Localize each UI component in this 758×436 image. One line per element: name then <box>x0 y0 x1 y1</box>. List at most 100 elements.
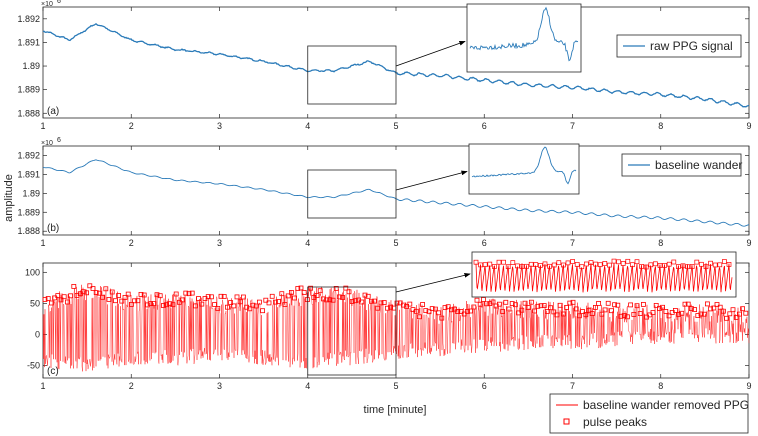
zoom-inset-line <box>475 263 733 293</box>
pulse-peak-marker <box>583 312 589 318</box>
x-tick-label: 1 <box>40 121 45 131</box>
zoom-inset-peak-marker <box>510 260 516 265</box>
zoom-inset-peak-marker <box>524 263 529 269</box>
pulse-peak-marker <box>65 299 70 305</box>
pulse-peak-marker <box>522 300 528 306</box>
pulse-peak-marker <box>634 303 640 309</box>
zoom-inset-peak-marker <box>574 262 580 267</box>
legend-box <box>621 153 742 177</box>
pulse-peak-marker <box>660 304 665 310</box>
pulse-peak-marker <box>113 298 118 304</box>
pulse-peak-marker <box>535 303 541 309</box>
pulse-peak-marker <box>240 294 246 300</box>
zoom-inset-peak-marker <box>722 259 727 264</box>
x-tick-label: 3 <box>217 381 222 391</box>
zoom-inset-peak-marker <box>616 259 621 265</box>
pulse-peak-marker <box>352 298 358 304</box>
pulse-peak-marker <box>516 310 521 316</box>
pulse-peak-marker <box>97 290 102 296</box>
pulse-peak-marker <box>266 300 272 306</box>
exponent-power: 6 <box>57 137 61 144</box>
pulse-peak-marker <box>205 294 211 300</box>
panel-label: (a) <box>47 106 59 117</box>
pulse-peak-marker <box>733 314 739 320</box>
zoom-inset-peak-marker <box>639 264 644 269</box>
zoom-inset-peak-marker <box>634 259 640 265</box>
x-tick-label: 1 <box>40 238 45 248</box>
pulse-peak-marker <box>676 312 681 317</box>
pulse-peak-marker <box>682 301 688 307</box>
pulse-peak-marker <box>679 310 685 316</box>
pulse-peak-marker <box>621 313 627 318</box>
pulse-peak-marker <box>324 297 330 303</box>
pulse-peak-marker <box>602 307 608 313</box>
y-tick-label: 1.89 <box>22 188 40 198</box>
zoom-inset-peak-marker <box>593 261 598 267</box>
zoom-inset-peak-marker <box>625 258 631 264</box>
x-tick-label: 8 <box>658 381 663 391</box>
pulse-peak-marker <box>132 298 138 304</box>
pulse-peak-marker <box>320 296 326 302</box>
exponent-label: ×10 <box>41 140 53 147</box>
pulse-peak-marker <box>189 290 195 296</box>
legend-label: baseline wander removed PPG <box>583 398 749 412</box>
x-tick-label: 3 <box>217 238 222 248</box>
pulse-peak-marker <box>154 292 160 298</box>
zoom-inset-peak-marker <box>703 264 709 270</box>
pulse-peak-marker <box>362 292 368 298</box>
x-tick-label: 2 <box>129 121 134 131</box>
pulse-peak-marker <box>737 311 742 317</box>
zoom-inset-peak-marker <box>708 260 713 266</box>
pulse-peak-marker <box>359 299 365 305</box>
pulse-peak-marker <box>186 291 192 297</box>
pulse-peak-marker <box>554 312 560 318</box>
zoom-inset <box>468 143 580 195</box>
pulse-peak-marker <box>468 308 474 314</box>
pulse-peak-marker <box>100 294 105 300</box>
pulse-peak-marker <box>730 307 736 313</box>
pulse-peak-marker <box>148 301 154 307</box>
pulse-peak-marker <box>564 304 569 310</box>
pulse-peak-marker <box>477 301 483 307</box>
pulse-peak-marker <box>464 309 470 314</box>
pulse-peak-marker <box>167 301 173 307</box>
exponent-label: ×10 <box>41 1 53 8</box>
panel-label: (b) <box>47 223 59 234</box>
x-tick-label: 7 <box>570 121 575 131</box>
y-tick-label: -50 <box>27 361 40 371</box>
pulse-peak-marker <box>164 302 170 308</box>
zoom-inset-peak-marker <box>551 262 557 268</box>
pulse-peak-marker <box>42 297 48 302</box>
pulse-peak-marker <box>244 304 250 310</box>
zoom-inset-peak-marker <box>712 262 718 268</box>
pulse-peak-marker <box>343 285 349 291</box>
pulse-peak-marker <box>336 294 342 300</box>
panel-c: 1 2 3 4 5 6 7 8 9 -50 0 50 100 (c) baseline wander rem… <box>25 251 752 434</box>
pulse-peak-marker <box>253 303 259 309</box>
pulse-peak-marker <box>327 297 333 303</box>
zoom-inset-peak-marker <box>717 262 723 268</box>
pulse-peak-marker <box>615 302 621 308</box>
pulse-peak-marker <box>458 308 464 314</box>
pulse-peak-marker <box>340 295 346 300</box>
zoom-inset-peak-marker <box>662 263 667 268</box>
pulse-peak-marker <box>116 293 121 298</box>
pulse-peak-marker <box>247 306 253 312</box>
pulse-peak-marker <box>538 303 544 309</box>
pulse-peak-marker <box>484 301 490 307</box>
x-tick-label: 9 <box>746 381 751 391</box>
zoom-window <box>307 169 397 219</box>
pulse-peak-marker <box>394 300 400 306</box>
pulse-peak-marker <box>711 305 717 311</box>
zoom-arrow <box>395 272 471 293</box>
x-tick-label: 6 <box>482 121 487 131</box>
zoom-window <box>307 286 397 376</box>
y-tick-label: 1.892 <box>17 150 40 160</box>
pulse-peak-marker <box>692 307 697 313</box>
zoom-inset-peak-marker <box>570 259 575 264</box>
pulse-peak-marker <box>599 311 605 317</box>
pulse-peak-marker <box>224 304 230 310</box>
pulse-peak-marker <box>625 314 630 320</box>
zoom-inset <box>466 3 582 73</box>
